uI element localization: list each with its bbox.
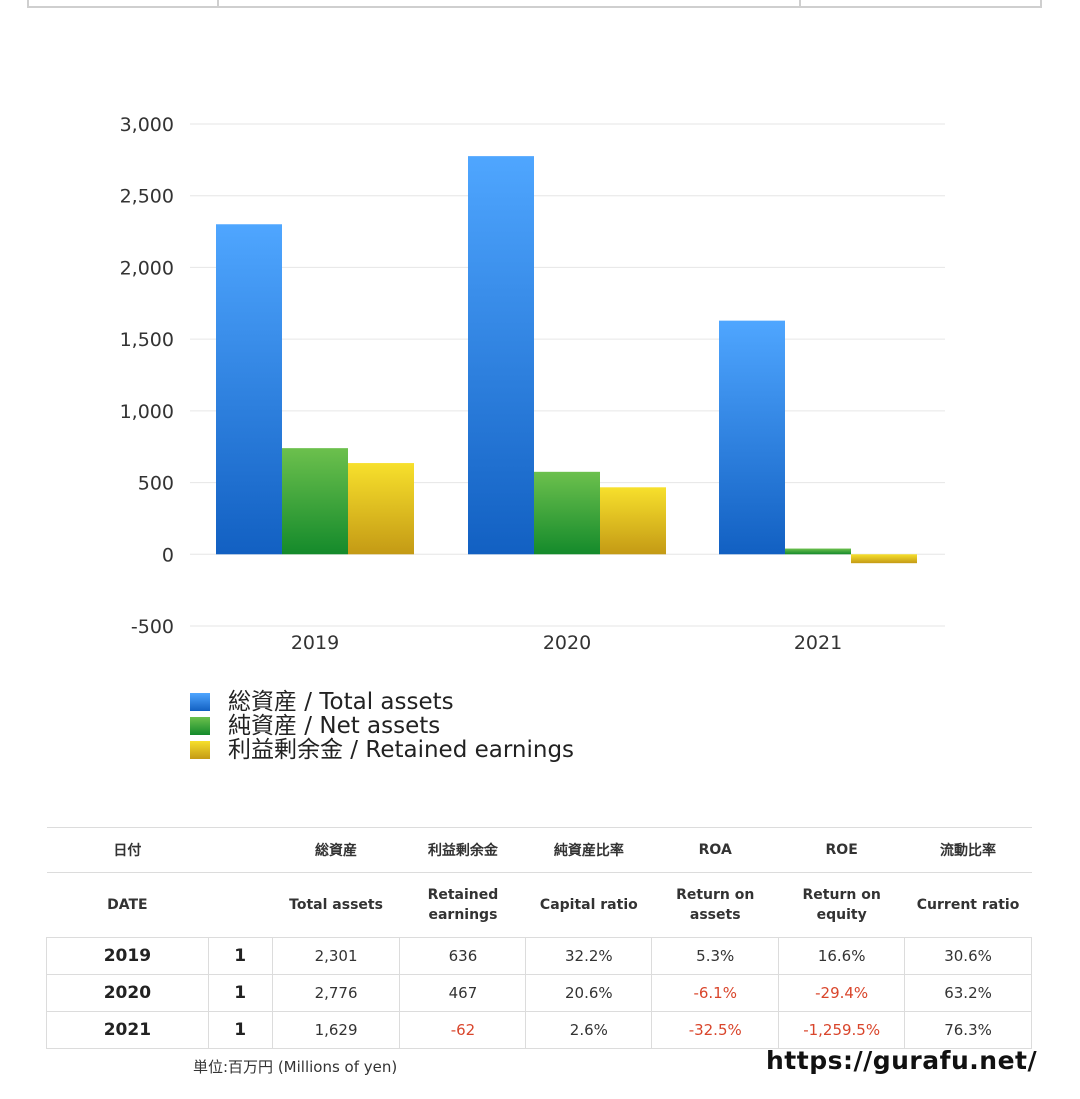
cell-total-assets: 1,629 (271, 1011, 401, 1049)
y-tick-label: 500 (138, 473, 174, 495)
cell-current-ratio: 30.6% (904, 937, 1032, 975)
chart-legend: 総資産 / Total assets 純資産 / Net assets 利益剰余… (190, 690, 574, 762)
y-tick-label: 2,500 (120, 186, 174, 208)
cell-current-ratio: 76.3% (904, 1011, 1032, 1049)
bar-2020-series-2 (600, 487, 666, 555)
x-tick-label: 2019 (291, 632, 339, 654)
header-roe-en: Return on equity (778, 872, 905, 938)
header-roa-en: Return on assets (651, 872, 779, 938)
y-tick-label: 1,000 (120, 401, 174, 423)
bar-2019-series-1 (282, 448, 348, 555)
cell-year: 2021 (46, 1011, 209, 1049)
bar-2021-series-2 (851, 554, 917, 564)
legend-label: 利益剰余金 / Retained earnings (228, 737, 575, 763)
cell-total-assets: 2,776 (271, 974, 401, 1012)
bar-2020-series-1 (534, 471, 600, 555)
bar-2021-series-1 (785, 548, 851, 555)
bar-2020-series-0 (468, 156, 534, 555)
cell-roe: -29.4% (778, 974, 906, 1012)
header-retained-earnings-jp: 利益剰余金 (399, 827, 526, 873)
legend-swatch-total-assets (190, 693, 210, 711)
cell-retained-earnings: 636 (399, 937, 527, 975)
header-date-jp: 日付 (46, 827, 209, 873)
y-tick-label: 1,500 (120, 329, 174, 351)
header-roa: ROA (651, 827, 779, 873)
header-capital-ratio-en: Capital ratio (525, 872, 652, 938)
legend-label: 純資産 / Net assets (228, 713, 441, 739)
cell-total-assets: 2,301 (271, 937, 401, 975)
legend-item-retained-earnings: 利益剰余金 / Retained earnings (190, 738, 574, 762)
y-tick-label: 0 (162, 544, 174, 566)
cell-month: 1 (207, 1011, 273, 1049)
table-row: 2020 1 2,776 467 20.6% -6.1% -29.4% 63.2… (46, 974, 1032, 1012)
header-retained-earnings-en: Retained earnings (399, 872, 526, 938)
cell-month: 1 (207, 937, 273, 975)
header-month-jp (208, 827, 273, 873)
table-row: 2021 1 1,629 -62 2.6% -32.5% -1,259.5% 7… (46, 1011, 1032, 1049)
header-total-assets-jp: 総資産 (272, 827, 400, 873)
cell-roa: -6.1% (651, 974, 780, 1012)
cell-month: 1 (207, 974, 273, 1012)
legend-swatch-net-assets (190, 717, 210, 735)
site-url: https://gurafu.net/ (766, 1046, 1038, 1075)
bar-2019-series-0 (216, 224, 282, 555)
legend-item-total-assets: 総資産 / Total assets (190, 690, 574, 714)
cell-retained-earnings: 467 (399, 974, 527, 1012)
bar-2019-series-2 (348, 463, 414, 555)
table-header-jp: 日付 総資産 利益剰余金 純資産比率 ROA ROE 流動比率 (46, 827, 1032, 873)
cell-retained-earnings: -62 (399, 1011, 527, 1049)
x-tick-label: 2020 (543, 632, 591, 654)
table-row: 2019 1 2,301 636 32.2% 5.3% 16.6% 30.6% (46, 937, 1032, 975)
header-total-assets-en: Total assets (272, 872, 400, 938)
y-tick-label: -500 (131, 616, 174, 638)
cell-capital-ratio: 32.2% (525, 937, 653, 975)
cell-roa: 5.3% (651, 937, 780, 975)
y-tick-label: 2,000 (120, 257, 174, 279)
header-current-ratio-en: Current ratio (904, 872, 1032, 938)
unit-note: 単位:百万円 (Millions of yen) (193, 1058, 398, 1076)
header-current-ratio-jp: 流動比率 (904, 827, 1032, 873)
cell-year: 2019 (46, 937, 209, 975)
bar-chart: 3,000 2,500 2,000 1,500 1,000 500 0 -500 2019 202… (120, 114, 945, 654)
x-tick-label: 2021 (794, 632, 842, 654)
header-month-en (208, 872, 273, 938)
table-header-en: DATE Total assets Retained earnings Capi… (46, 872, 1032, 938)
cell-capital-ratio: 20.6% (525, 974, 653, 1012)
legend-swatch-retained-earnings (190, 741, 210, 759)
header-capital-ratio-jp: 純資産比率 (525, 827, 652, 873)
cell-roa: -32.5% (651, 1011, 780, 1049)
cell-capital-ratio: 2.6% (525, 1011, 653, 1049)
cell-year: 2020 (46, 974, 209, 1012)
financial-table: 日付 総資産 利益剰余金 純資産比率 ROA ROE 流動比率 DATE Tot… (46, 827, 1032, 1049)
header-roe: ROE (778, 827, 905, 873)
header-date-en: DATE (46, 872, 209, 938)
cell-roe: 16.6% (778, 937, 906, 975)
y-tick-label: 3,000 (120, 114, 174, 136)
legend-label: 総資産 / Total assets (228, 689, 454, 715)
cell-current-ratio: 63.2% (904, 974, 1032, 1012)
legend-item-net-assets: 純資産 / Net assets (190, 714, 574, 738)
cell-roe: -1,259.5% (778, 1011, 906, 1049)
bar-2021-series-0 (719, 320, 785, 555)
top-table-edge (27, 0, 1042, 8)
